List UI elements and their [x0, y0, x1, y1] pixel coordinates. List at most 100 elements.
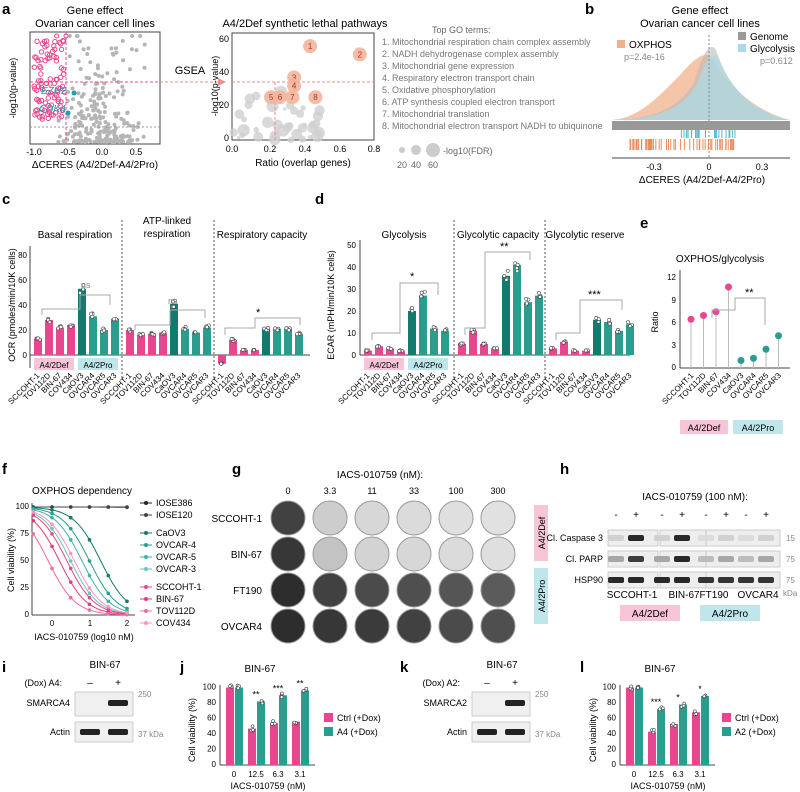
bubble-grey-point	[287, 136, 295, 144]
bar-point	[279, 695, 284, 699]
bar-point	[419, 290, 424, 295]
volcano-point	[105, 71, 110, 76]
volcano-hit-point	[53, 54, 59, 61]
c-bars	[34, 283, 303, 366]
volcano-point	[96, 108, 101, 113]
volcano-point	[128, 67, 132, 72]
bubble-grey-point	[296, 109, 305, 118]
colony-plate	[438, 500, 474, 536]
bubble-grey-point	[234, 109, 245, 119]
legend-marker	[144, 555, 148, 559]
bar-point	[459, 341, 464, 346]
g-pro-tag: A4/2Pro	[537, 580, 547, 613]
panel-a: a Gene effect Ovarian cancer cell lines …	[2, 1, 603, 171]
volcano-hit-point	[57, 41, 64, 47]
volcano-point	[78, 134, 83, 139]
go-term: 5. Oxidative phosphorylation	[382, 85, 496, 95]
go-term: 1. Mitochondrial respiration chain compl…	[382, 37, 591, 47]
panel-c-label: c	[2, 191, 10, 208]
go-term: 2. NADH dehydrogenase complex assembly	[382, 49, 559, 59]
l-xticks: 0 12.5 6.3 3.1	[632, 770, 706, 779]
lollipop-head	[775, 332, 782, 340]
volcano-point	[88, 60, 93, 65]
volcano-hit-point	[37, 63, 43, 70]
bar	[670, 723, 678, 765]
c-yticks: 0 20 40 60 80	[18, 251, 27, 360]
l-bars: *** **	[626, 684, 709, 765]
d-ylabel: ECAR (mPH/min/10K cells)	[326, 250, 336, 360]
volcano-point	[122, 121, 127, 126]
bar-point	[236, 686, 240, 691]
bubble-point-label: 5	[269, 93, 274, 102]
blot-band	[698, 556, 714, 562]
h-sign: -	[660, 510, 663, 521]
xtick: 12.5	[648, 770, 664, 779]
dose-point	[68, 566, 73, 571]
f-legend-label: BIN-67	[156, 594, 184, 604]
xtick: 0.4	[299, 144, 312, 154]
volcano-point	[93, 87, 98, 92]
volcano-hit-point	[39, 106, 45, 112]
dose-point	[31, 513, 36, 518]
bar	[571, 350, 579, 355]
go-term: 4. Respiratory electron transport chain	[382, 73, 535, 83]
colony-plate	[270, 608, 306, 644]
dose-point	[68, 538, 73, 542]
bubble-grey-point	[253, 132, 264, 142]
volcano-point	[67, 54, 72, 59]
dose-point	[50, 532, 54, 536]
dose-point	[50, 505, 54, 509]
volcano-point	[48, 90, 54, 96]
bar	[560, 341, 568, 355]
volcano-point	[130, 34, 135, 38]
colony-plate	[354, 572, 390, 608]
h-sign: -	[614, 510, 617, 521]
volcano-point	[89, 127, 94, 132]
bar-point	[229, 336, 234, 341]
k-band	[505, 700, 525, 706]
h-row-parp: Cl. PARP	[566, 554, 603, 564]
panel-k-label: k	[400, 659, 409, 676]
bar	[240, 350, 248, 355]
f-legend-label: COV434	[156, 618, 191, 628]
lollipop-head	[750, 354, 757, 362]
c-section-atp-1: ATP-linked	[143, 216, 191, 227]
ytick: 40	[18, 301, 27, 310]
volcano-point	[84, 129, 88, 134]
volcano-point	[113, 46, 118, 51]
volcano-hit-point	[47, 76, 53, 82]
k-marker-37: 37 kDa	[535, 730, 561, 739]
bar	[679, 704, 687, 765]
bar-point	[694, 712, 699, 716]
bubble-point-2	[352, 47, 367, 62]
bubble-grey-point	[283, 107, 287, 111]
dose-point	[106, 591, 111, 596]
fdr-tick: 60	[428, 160, 438, 170]
h-sign: +	[723, 510, 729, 521]
volcano-ylabel: -log10(p-value)	[8, 58, 18, 119]
volcano-title-2: Ovarian cancer cell lines	[35, 18, 155, 30]
p-glycolysis: p=0.612	[760, 56, 793, 66]
f-xticks: 0 1 2	[50, 619, 130, 628]
d-star-2: **	[500, 241, 509, 253]
i-plus: +	[115, 678, 121, 689]
g-row-label: FT190	[233, 586, 262, 597]
dose-curve	[33, 509, 128, 612]
volcano-point	[73, 122, 78, 126]
blot-band	[608, 556, 624, 562]
sig-marker: **	[296, 679, 304, 689]
bar-point	[515, 269, 520, 274]
panel-c: c Basal respiration ATP-linked respirati…	[2, 191, 310, 406]
panel-g: g IACS-010759 (nM): 0 3.3 11 33 100 300 SCCOH…	[211, 461, 548, 644]
bar	[273, 328, 281, 355]
h-marker-kda: kDa	[783, 589, 798, 598]
volcano-point	[86, 46, 91, 51]
g-row-label: BIN-67	[231, 550, 263, 561]
l-ylabel: Cell viability (%)	[588, 698, 598, 762]
bar-point	[661, 706, 665, 711]
bar-point	[681, 703, 686, 708]
bubble-grey-point	[297, 123, 308, 133]
volcano-hit-point	[55, 96, 61, 102]
h-sign: -	[744, 510, 747, 521]
